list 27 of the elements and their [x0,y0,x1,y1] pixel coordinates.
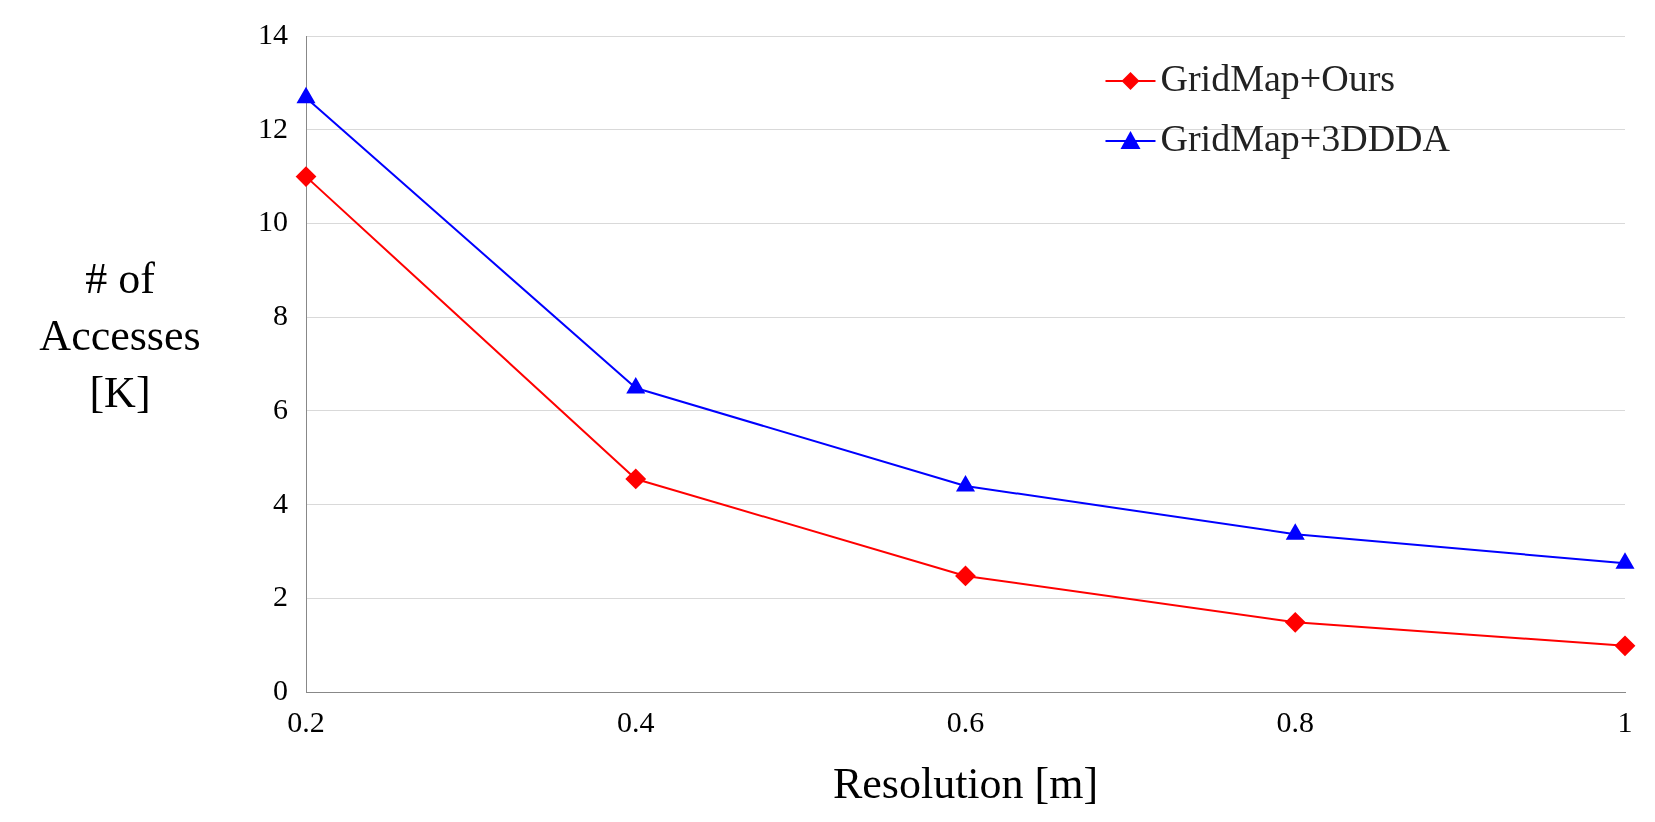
legend-label: GridMap+3DDDA [1160,116,1451,159]
point [1615,635,1635,656]
x-tick-label: 1 [1617,705,1633,739]
legend-label: GridMap+Ours [1160,56,1396,99]
x-axis-title: Resolution [m] [832,759,1099,809]
y-tick-label: 10 [258,204,288,238]
point [956,475,975,492]
x-tick-label: 0.6 [946,705,985,739]
y-tick-label: 2 [273,579,288,613]
y-tick-label: 4 [273,485,288,519]
x-tick-label: 0.2 [287,705,325,739]
x-tick-label: 0.4 [617,705,655,739]
point [1616,553,1634,569]
y-tick-label: 0 [273,673,288,707]
point [1285,612,1306,633]
point [297,87,315,104]
point [626,378,645,394]
point [296,166,316,187]
point [625,468,646,489]
y-axis-title: # of Accesses [K] [38,253,202,420]
y-tick-label: 6 [273,391,288,425]
y-tick-label: 8 [273,298,288,332]
x-tick-label: 0.8 [1276,705,1314,739]
y-tick-label: 12 [258,110,288,144]
y-tick-label: 14 [258,16,288,50]
point [955,565,976,586]
point [1286,524,1305,540]
